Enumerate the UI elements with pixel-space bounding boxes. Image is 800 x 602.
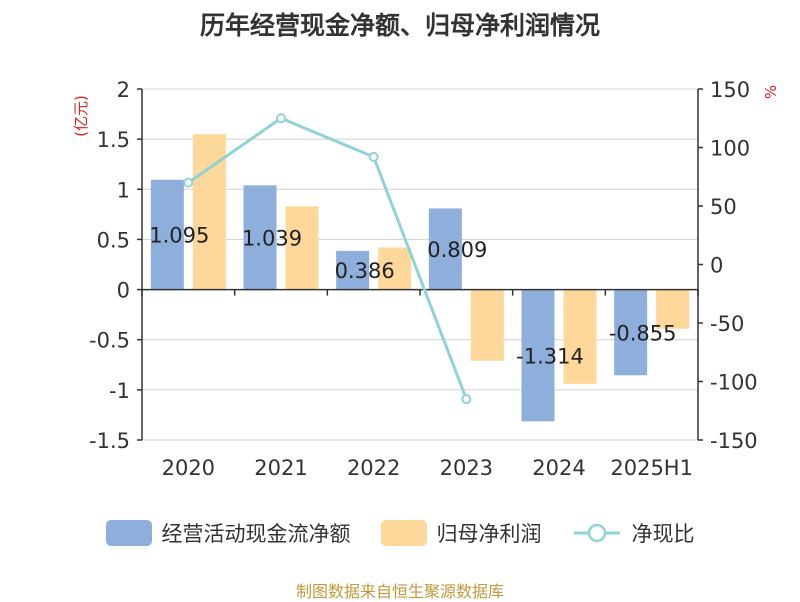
bar-cashflow: [150, 179, 184, 290]
bar-cashflow: [336, 250, 370, 290]
data-label-cashflow: -1.314: [516, 344, 584, 368]
ratio-point: [461, 394, 472, 405]
left-tick-label: 1.5: [97, 128, 130, 152]
data-label-cashflow: 1.095: [149, 224, 209, 248]
right-tick-label: -150: [710, 429, 758, 453]
left-tick-label: 2: [117, 78, 130, 102]
right-tick-label: -100: [710, 371, 758, 395]
bar-profit: [285, 206, 319, 290]
left-tick-label: 0: [117, 279, 130, 303]
left-tick-label: 1: [117, 178, 130, 202]
legend-swatch-profit: [380, 520, 427, 546]
gridlines: [142, 88, 698, 441]
legend-swatch-cashflow: [105, 520, 152, 546]
right-axis-unit: %: [762, 85, 780, 99]
legend-item-ratio: 净现比: [572, 518, 695, 548]
source-note: 制图数据来自恒生聚源数据库: [295, 582, 504, 601]
bar-cashflow: [428, 208, 462, 290]
bar-cashflow: [614, 289, 648, 376]
legend-label-profit: 归母净利润: [436, 522, 542, 546]
x-tick-label: 2023: [440, 456, 493, 480]
bar-profit: [656, 289, 690, 329]
left-tick-label: 0.5: [97, 228, 130, 252]
data-label-cashflow: -0.855: [609, 321, 677, 345]
right-tick-label: 150: [710, 78, 750, 102]
left-tick-label: -1.5: [89, 429, 130, 453]
axes: 2 1.5 1 0.5 0 -0.5 -1 -1.5 150 100 50 0 -50 -100 -150 2…: [89, 78, 758, 480]
x-tick-label: 2025H1: [610, 456, 693, 480]
ratio-line: [183, 113, 472, 405]
bar-profit: [378, 247, 412, 290]
left-tick-label: -0.5: [89, 329, 130, 353]
legend-label-ratio: 净现比: [631, 522, 695, 546]
left-axis-unit: (亿元): [72, 95, 90, 137]
legend-swatch-ratio: [573, 523, 620, 543]
legend-label-cashflow: 经营活动现金流净额: [161, 522, 351, 546]
left-tick-label: -1: [109, 379, 130, 403]
legend-item-profit: 归母净利润: [380, 518, 542, 548]
bar-profit: [563, 289, 597, 384]
x-tick-label: 2022: [347, 456, 400, 480]
right-tick-label: 50: [710, 195, 737, 219]
bars: [150, 134, 690, 422]
bar-profit: [470, 289, 504, 361]
data-label-cashflow: 0.809: [427, 238, 487, 262]
legend: 经营活动现金流净额 归母净利润 净现比: [0, 518, 800, 548]
ratio-point: [183, 177, 194, 188]
ratio-point: [276, 113, 286, 124]
x-tick-label: 2024: [532, 456, 585, 480]
legend-item-cashflow: 经营活动现金流净额: [105, 518, 351, 548]
x-tick-label: 2021: [254, 456, 307, 480]
data-label-cashflow: 1.039: [242, 226, 302, 250]
right-tick-label: 100: [710, 137, 750, 161]
x-tick-label: 2020: [162, 456, 215, 480]
bar-profit: [192, 134, 226, 290]
bar-cashflow: [243, 185, 277, 290]
chart-title: 历年经营现金净额、归母净利润情况: [199, 11, 600, 40]
bar-cashflow: [521, 289, 555, 422]
data-labels: 1.095 1.039 0.386 0.809 -1.314 -0.855: [149, 224, 676, 369]
right-tick-label: -50: [710, 312, 744, 336]
data-label-cashflow: 0.386: [335, 259, 395, 283]
ratio-line-path: [187, 116, 468, 400]
ratio-point: [368, 151, 379, 162]
right-tick-label: 0: [710, 254, 723, 278]
